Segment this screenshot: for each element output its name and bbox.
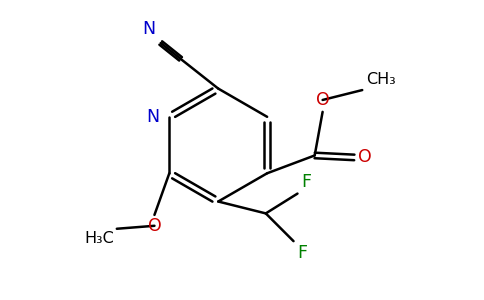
Text: O: O: [358, 148, 372, 166]
Text: O: O: [148, 217, 161, 235]
Text: F: F: [298, 244, 307, 262]
Text: O: O: [316, 91, 330, 109]
Text: N: N: [146, 108, 159, 126]
Text: F: F: [302, 172, 311, 190]
Text: N: N: [143, 20, 156, 38]
Text: H₃C: H₃C: [84, 231, 114, 246]
Text: CH₃: CH₃: [366, 72, 396, 87]
